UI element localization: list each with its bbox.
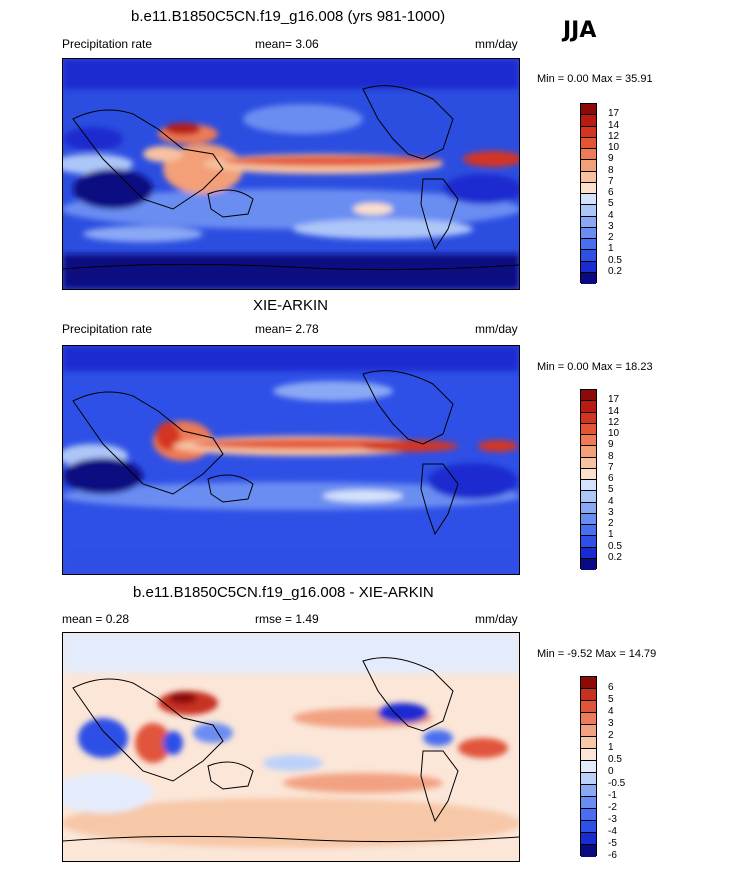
panel2-mean: mean= 2.78 [255, 322, 319, 336]
colorbar-tick-label: 8 [608, 451, 614, 462]
colorbar-tick-label: 3 [608, 221, 614, 232]
colorbar-tick-label: 17 [608, 108, 620, 119]
colorbar-tick-label: 1 [608, 742, 614, 753]
colorbar-tick-label: 8 [608, 165, 614, 176]
colorbar-tick-label: 9 [608, 153, 614, 164]
panel3-minmax: Min = -9.52 Max = 14.79 [537, 648, 657, 660]
colorbar-tick-label: 2 [608, 232, 614, 243]
colorbar-tick-label: -0.5 [608, 778, 626, 789]
colorbar-tick-label: 0.2 [608, 552, 622, 563]
colorbar-tick-label: -6 [608, 850, 617, 861]
colorbar-tick-label: -2 [608, 802, 617, 813]
colorbar-tick-label: 9 [608, 439, 614, 450]
panel1-title: b.e11.B1850C5CN.f19_g16.008 (yrs 981-100… [131, 8, 446, 25]
panel2-minmax: Min = 0.00 Max = 18.23 [537, 361, 653, 373]
colorbar-tick-label: 0.2 [608, 266, 622, 277]
colorbar-tick-label: 3 [608, 507, 614, 518]
colorbar-tick-label: 10 [608, 428, 620, 439]
colorbar-tick-label: 5 [608, 484, 614, 495]
colorbar-tick-label: 0.5 [608, 754, 622, 765]
colorbar-tick-label: 3 [608, 718, 614, 729]
colorbar-tick-label: 4 [608, 706, 614, 717]
colorbar-tick-label: -3 [608, 814, 617, 825]
panel2-precip-map [62, 345, 520, 575]
panel1-precip-map [62, 58, 520, 290]
panel3-rmse: rmse = 1.49 [255, 612, 319, 626]
panel1-variable-label: Precipitation rate [62, 37, 153, 51]
colorbar-tick-label: 17 [608, 394, 620, 405]
colorbar-tick-label: -1 [608, 790, 617, 801]
colorbar-tick-label: -5 [608, 838, 617, 849]
panel1-units: mm/day [475, 37, 518, 51]
panel1-colorbar [580, 103, 597, 284]
colorbar-tick-label: 6 [608, 187, 614, 198]
colorbar-tick-label: 0.5 [608, 255, 622, 266]
panel3-units: mm/day [475, 612, 518, 626]
colorbar-tick-label: 7 [608, 462, 614, 473]
colorbar-tick-label: 12 [608, 417, 620, 428]
colorbar-tick-label: -4 [608, 826, 617, 837]
panel2-variable-label: Precipitation rate [62, 322, 153, 336]
colorbar-tick-label: 4 [608, 210, 614, 221]
colorbar-tick-label: 1 [608, 529, 614, 540]
season-label: JJA [563, 18, 597, 43]
panel3-difference-map [62, 632, 520, 862]
panel3-mean: mean = 0.28 [62, 612, 130, 626]
colorbar-tick-label: 0.5 [608, 541, 622, 552]
panel1-mean: mean= 3.06 [255, 37, 319, 51]
colorbar-tick-label: 5 [608, 694, 614, 705]
panel2-field [63, 346, 519, 574]
colorbar-tick-label: 1 [608, 243, 614, 254]
colorbar-tick-label: 14 [608, 120, 620, 131]
panel1-field [63, 59, 519, 289]
colorbar-tick-label: 2 [608, 518, 614, 529]
colorbar-tick-label: 5 [608, 198, 614, 209]
colorbar-tick-label: 12 [608, 131, 620, 142]
panel3-colorbar [580, 676, 597, 857]
colorbar-tick-label: 4 [608, 496, 614, 507]
panel2-colorbar [580, 389, 597, 570]
colorbar-tick-label: 6 [608, 473, 614, 484]
colorbar-tick-label: 2 [608, 730, 614, 741]
colorbar-tick-label: 0 [608, 766, 614, 777]
panel1-minmax: Min = 0.00 Max = 35.91 [537, 73, 653, 85]
colorbar-tick-label: 14 [608, 406, 620, 417]
panel3-field [63, 633, 519, 848]
colorbar-tick-label: 6 [608, 682, 614, 693]
colorbar-tick-label: 10 [608, 142, 620, 153]
panel3-title: b.e11.B1850C5CN.f19_g16.008 - XIE-ARKIN [133, 584, 434, 601]
panel2-title: XIE-ARKIN [253, 297, 329, 314]
panel2-units: mm/day [475, 322, 518, 336]
colorbar-tick-label: 7 [608, 176, 614, 187]
